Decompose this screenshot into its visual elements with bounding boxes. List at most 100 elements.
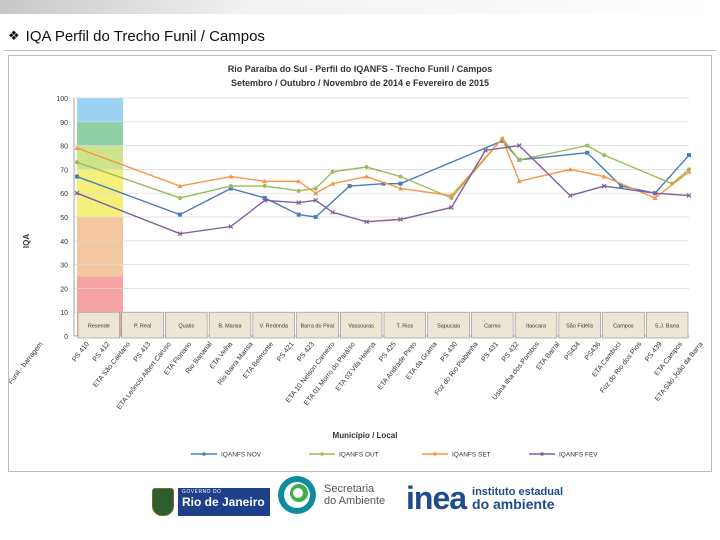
data-point [228,174,234,179]
y-tick-label: 30 [60,263,68,270]
inea-line2: do ambiente [472,496,555,512]
municipality-box [383,311,427,339]
data-point [330,181,336,186]
x-tick-label: PS 432 [501,341,521,363]
municipality-box [339,311,383,339]
swirl-logo-icon [278,476,316,514]
municipality-label: Itaocara [526,324,547,330]
legend-marker [540,452,544,456]
municipality-box [602,311,645,339]
y-tick-label: 50 [60,215,68,222]
x-tick-label: Funil - barragem [9,341,45,386]
x-tick-label: Foz do Rio Piabanha [434,341,480,397]
municipality-box [165,311,208,339]
data-point [364,165,369,170]
x-tick-label: PS434 [563,341,582,362]
x-tick-label: PS 423 [296,341,316,363]
municipality-box [427,311,470,339]
municipality-label: Carmo [484,324,501,330]
chart-title-line2: Setembro / Outubro / Novembro de 2014 e … [231,78,489,88]
rj-small-text: GOVERNO DO [182,489,222,495]
data-point [75,160,79,165]
x-tick-label: ETA 03 Vila Helena [335,341,378,393]
data-point [482,147,488,153]
y-tick-label: 80 [60,144,68,151]
legend-marker [433,452,437,456]
data-point [347,184,352,189]
data-point [516,143,522,149]
data-point [398,174,403,179]
municipality-label: Resende [88,324,110,330]
x-tick-label: PS 421 [276,341,296,363]
y-tick-label: 90 [60,120,68,127]
x-tick-label: PS 431 [480,341,500,363]
data-point [177,195,182,200]
x-axis-label: Município / Local [333,431,398,440]
footer-logos: GOVERNO DO Rio de Janeiro Secretaria do … [0,474,720,534]
data-point [313,190,319,196]
x-tick-label: PS436 [584,341,603,362]
legend-marker [320,452,324,456]
data-point [228,186,233,191]
data-point [686,169,692,174]
x-tick-label: PS 430 [439,341,459,363]
municipality-box [296,311,339,339]
slide-title: ❖ IQA Perfil do Trecho Funil / Campos [8,24,265,48]
governo-rj-logo: GOVERNO DO Rio de Janeiro [152,488,270,516]
municipality-box [645,311,689,339]
data-point [601,183,607,189]
governo-rj-box: GOVERNO DO Rio de Janeiro [178,488,270,516]
data-point [517,157,522,162]
y-tick-label: 10 [60,310,68,317]
data-point [296,212,301,217]
municipality-box [514,311,558,339]
state-crest-icon [152,488,174,516]
series-line [76,140,690,218]
inea-wordmark: inea [406,480,467,516]
quality-band [77,121,123,146]
data-point [602,153,607,158]
x-tick-label: PS 439 [644,341,664,363]
municipality-label: Quatis [178,324,194,330]
data-point [448,193,454,198]
data-point [313,197,319,203]
y-tick-label: 20 [60,286,68,293]
data-point [585,143,590,148]
data-point [398,181,403,186]
quality-band [77,98,123,122]
municipality-label: P. Real [134,324,151,330]
sa-line1: Secretaria [324,483,375,495]
data-point [686,193,692,199]
secretaria-ambiente-logo: Secretaria do Ambiente [276,474,385,516]
series-line [76,137,690,199]
municipality-box [208,311,252,339]
chart-frame: Rio Paraíba do Sul - Perfil do IQANFS - … [8,55,712,472]
data-point [585,150,590,155]
data-point [262,197,268,203]
data-point [262,195,267,200]
data-point [364,219,370,225]
data-point [262,184,267,189]
legend-label: IQANFS OUT [339,452,379,459]
data-point [567,193,573,199]
data-point [296,200,302,206]
data-point [687,153,691,158]
data-point [381,181,386,186]
y-tick-label: 40 [60,239,68,246]
data-point [313,215,318,219]
data-point [177,183,183,189]
data-point [652,190,658,196]
chart-title-line1: Rio Paraíba do Sul - Perfil do IQANFS - … [228,64,493,74]
municipality-box [471,311,514,339]
x-tick-label: PS 425 [378,341,398,363]
legend-label: IQANFS NOV [221,452,262,459]
data-point [619,184,624,189]
municipality-box [252,311,295,339]
data-point [601,174,607,179]
municipality-label: V. Redonda [259,324,288,330]
data-point [177,212,182,217]
data-point [313,186,318,191]
x-tick-label: ETA São Caetano [92,341,132,389]
municipality-label: São Fidélis [566,324,593,330]
x-tick-label: PS 413 [133,341,153,363]
